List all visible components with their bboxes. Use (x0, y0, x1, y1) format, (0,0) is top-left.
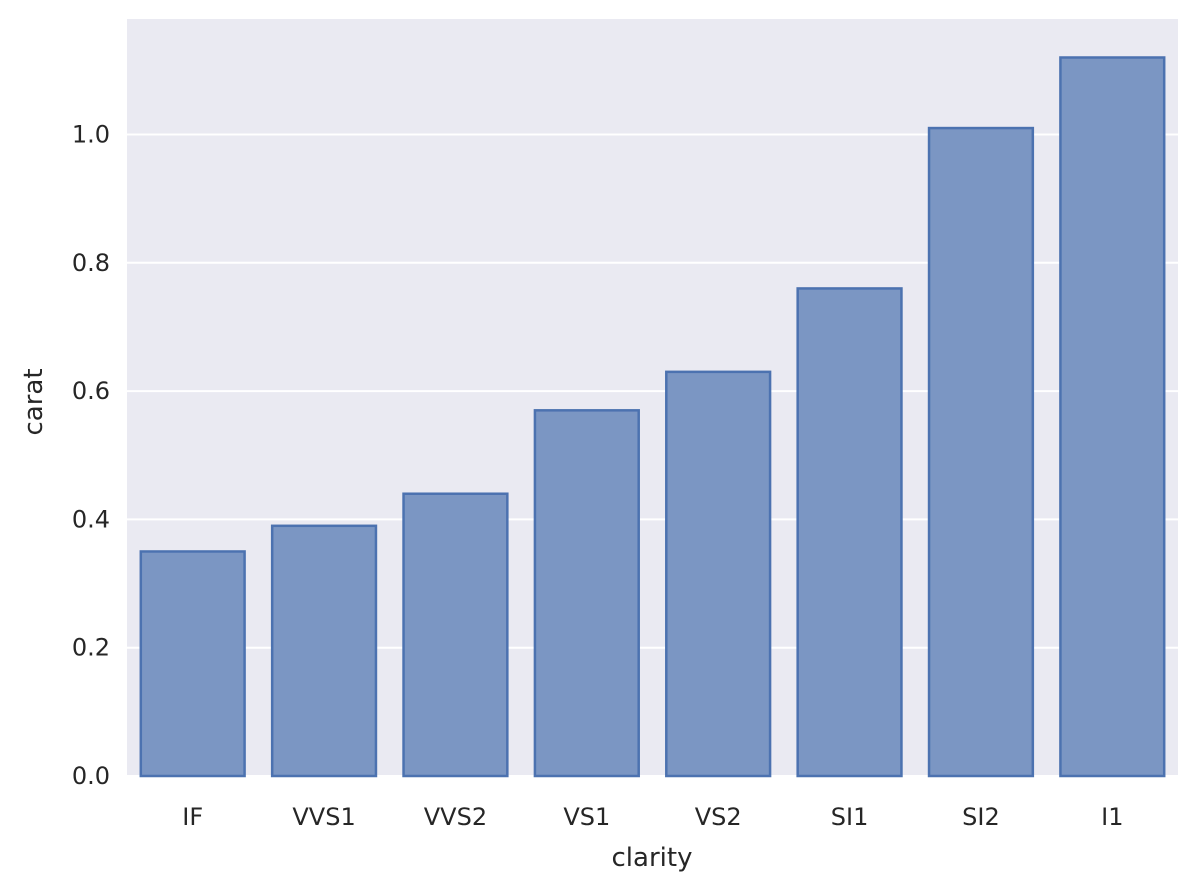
y-tick-label: 0.4 (72, 505, 110, 533)
bar-vs1 (533, 409, 640, 778)
bar-vvs2 (402, 492, 509, 778)
bar-if (139, 550, 246, 778)
bars (139, 56, 1166, 778)
x-tick-label: I1 (1101, 803, 1123, 831)
y-axis-ticks: 0.0 0.2 0.4 0.6 0.8 1.0 (72, 120, 110, 790)
y-tick-label: 0.8 (72, 249, 110, 277)
x-tick-label: IF (182, 803, 203, 831)
y-tick-label: 0.0 (72, 762, 110, 790)
bar-vs2 (665, 370, 772, 778)
x-axis-label: clarity (612, 843, 693, 873)
x-tick-label: SI2 (962, 803, 1000, 831)
x-tick-label: VVS1 (292, 803, 355, 831)
bar-vvs1 (270, 524, 378, 778)
x-axis-ticks: IF VVS1 VVS2 VS1 VS2 SI1 SI2 I1 (182, 803, 1123, 831)
x-tick-label: SI1 (831, 803, 869, 831)
x-tick-label: VVS2 (424, 803, 487, 831)
bar-i1 (1059, 56, 1166, 778)
bar-si2 (927, 126, 1035, 778)
y-axis-label: carat (19, 368, 49, 435)
x-tick-label: VS2 (695, 803, 742, 831)
y-tick-label: 0.6 (72, 377, 110, 405)
y-tick-label: 0.2 (72, 634, 110, 662)
y-tick-label: 1.0 (72, 120, 110, 148)
bar-si1 (796, 287, 903, 778)
x-tick-label: VS1 (563, 803, 610, 831)
